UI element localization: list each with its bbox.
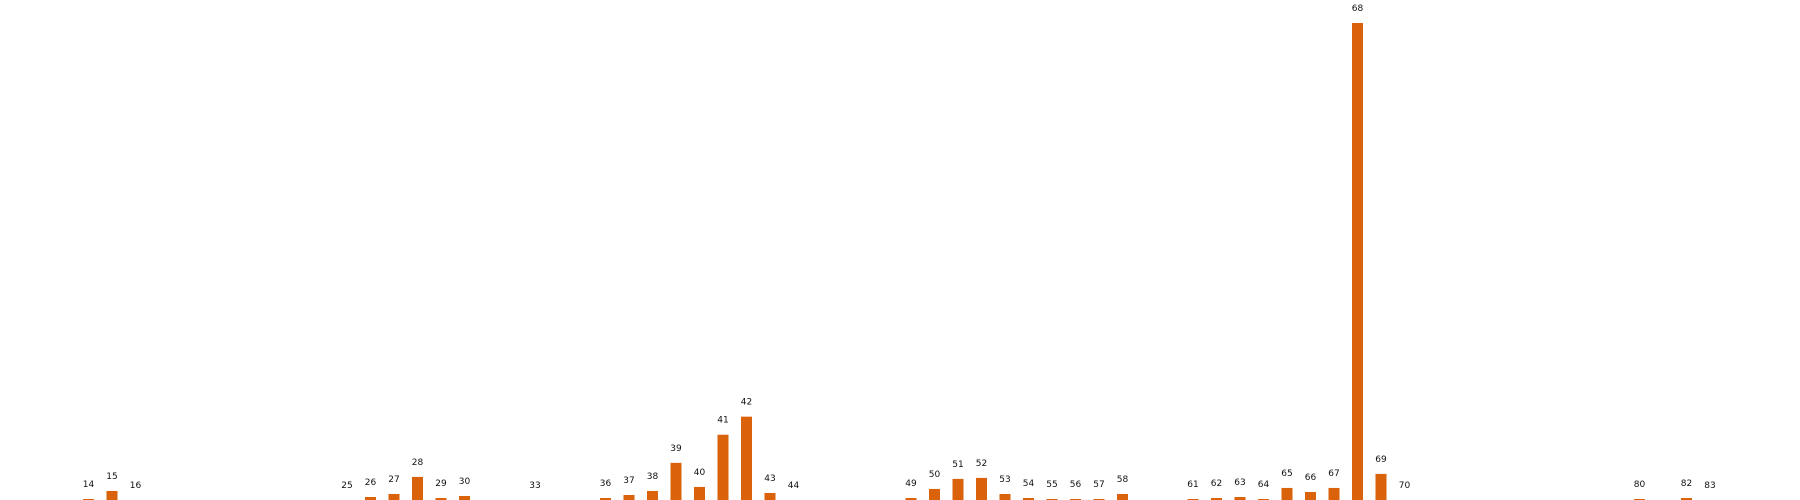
bar-63: [1234, 496, 1246, 500]
bar-label-61: 61: [1187, 480, 1198, 490]
bar-label-39: 39: [670, 444, 682, 454]
bar-30: [459, 495, 470, 500]
bar-label-57: 57: [1093, 480, 1104, 490]
bar-label-44: 44: [788, 481, 800, 491]
bar-label-65: 65: [1281, 469, 1292, 479]
bar-37: [623, 494, 635, 500]
bar-label-43: 43: [764, 474, 775, 484]
bar-label-67: 67: [1328, 469, 1339, 479]
bar-label-62: 62: [1211, 479, 1222, 489]
bar-53: [999, 493, 1011, 500]
bar-label-41: 41: [717, 416, 728, 426]
bar-label-52: 52: [976, 459, 987, 469]
bar-label-25: 25: [341, 481, 352, 491]
bar-39: [670, 462, 682, 500]
bar-27: [388, 493, 400, 500]
bar-65: [1281, 487, 1293, 500]
bar-58: [1117, 493, 1128, 500]
bar-label-26: 26: [365, 478, 377, 488]
bar-label-36: 36: [600, 479, 612, 489]
bar-62: [1211, 497, 1222, 500]
bar-label-49: 49: [905, 479, 917, 489]
bar-label-55: 55: [1046, 480, 1057, 490]
bar-label-50: 50: [929, 470, 941, 480]
bar-label-82: 82: [1681, 479, 1692, 489]
bar-label-53: 53: [999, 475, 1010, 485]
bar-82: [1681, 497, 1692, 500]
labels-layer: 14 15 16 25 26 27 28 29 30 33 36 37 38 39 40 41 42 43 44 49…: [83, 4, 1716, 491]
bar-label-29: 29: [435, 479, 447, 489]
bar-label-58: 58: [1117, 475, 1129, 485]
bar-label-54: 54: [1023, 479, 1035, 489]
bar-label-27: 27: [388, 475, 399, 485]
bar-label-30: 30: [459, 477, 471, 487]
bar-label-70: 70: [1399, 481, 1411, 491]
bar-49: [905, 497, 917, 500]
bars-layer: [83, 23, 1692, 500]
bar-15: [106, 490, 118, 500]
bar-label-16: 16: [130, 481, 142, 491]
bar-label-37: 37: [623, 476, 634, 486]
bar-label-63: 63: [1234, 478, 1245, 488]
bar-54: [1023, 497, 1034, 500]
bar-26: [365, 496, 376, 500]
bar-43: [764, 492, 776, 500]
bar-67: [1328, 487, 1340, 500]
bar-label-80: 80: [1634, 480, 1646, 490]
bar-42: [741, 416, 752, 500]
bar-label-69: 69: [1375, 455, 1387, 465]
bar-label-40: 40: [694, 468, 706, 478]
bar-52: [976, 477, 987, 500]
bar-50: [929, 488, 940, 500]
bar-label-83: 83: [1704, 481, 1715, 491]
bar-label-64: 64: [1258, 480, 1270, 490]
bar-label-42: 42: [741, 398, 752, 408]
bar-66: [1305, 491, 1316, 500]
bar-label-51: 51: [952, 460, 963, 470]
bar-38: [647, 490, 658, 500]
bar-label-33: 33: [529, 481, 540, 491]
bar-28: [412, 476, 423, 500]
bar-51: [952, 478, 964, 500]
bar-label-14: 14: [83, 480, 95, 490]
bar-41: [717, 434, 729, 500]
bar-40: [694, 486, 705, 500]
bar-68: [1352, 23, 1363, 500]
bar-36: [600, 497, 611, 500]
bar-label-56: 56: [1070, 480, 1082, 490]
bar-label-15: 15: [106, 472, 117, 482]
bar-29: [435, 497, 447, 500]
bar-69: [1375, 473, 1387, 500]
bar-label-38: 38: [647, 472, 659, 482]
bar-label-28: 28: [412, 458, 424, 468]
bar-label-68: 68: [1352, 4, 1364, 14]
bar-label-66: 66: [1305, 473, 1317, 483]
